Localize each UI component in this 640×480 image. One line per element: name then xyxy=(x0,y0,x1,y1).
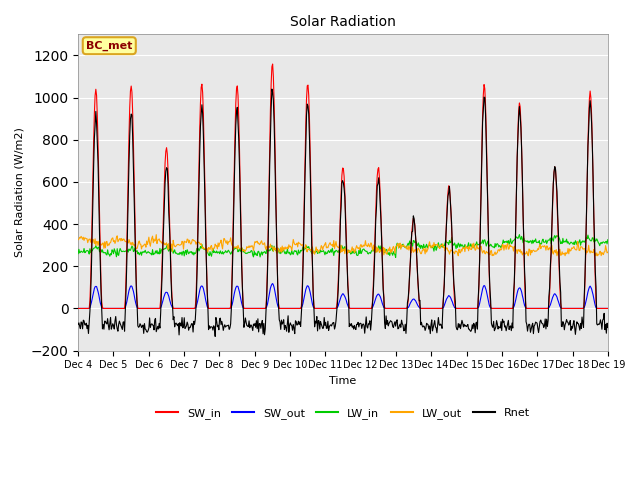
SW_out xyxy=(424,306,431,312)
LW_in xyxy=(516,232,524,238)
SW_out xyxy=(269,281,276,287)
LW_out xyxy=(74,237,82,242)
SW_out xyxy=(138,306,146,312)
LW_out xyxy=(84,240,92,246)
SW_out xyxy=(408,298,416,303)
Legend: SW_in, SW_out, LW_in, LW_out, Rnet: SW_in, SW_out, LW_in, LW_out, Rnet xyxy=(151,404,534,423)
Rnet xyxy=(84,322,92,328)
LW_in xyxy=(408,240,416,246)
LW_out xyxy=(408,248,416,253)
Rnet xyxy=(424,322,432,327)
LW_in xyxy=(192,250,200,255)
Title: Solar Radiation: Solar Radiation xyxy=(290,15,396,29)
LW_in xyxy=(138,249,146,255)
LW_in xyxy=(424,245,431,251)
X-axis label: Time: Time xyxy=(330,376,356,386)
SW_in xyxy=(84,306,92,312)
SW_out xyxy=(74,306,82,312)
Rnet xyxy=(604,324,612,330)
SW_out xyxy=(220,306,228,312)
LW_out xyxy=(221,237,228,242)
LW_out xyxy=(454,253,462,259)
Rnet xyxy=(268,86,276,92)
SW_in xyxy=(424,306,431,312)
Y-axis label: Solar Radiation (W/m2): Solar Radiation (W/m2) xyxy=(15,128,25,257)
Line: LW_out: LW_out xyxy=(78,235,608,256)
SW_out xyxy=(84,306,92,312)
Line: Rnet: Rnet xyxy=(78,89,608,336)
Line: SW_out: SW_out xyxy=(78,284,608,309)
LW_out xyxy=(424,248,431,253)
Text: BC_met: BC_met xyxy=(86,41,132,51)
LW_out xyxy=(138,243,146,249)
Rnet xyxy=(409,228,417,234)
LW_out xyxy=(152,232,160,238)
LW_in xyxy=(220,250,228,255)
Rnet xyxy=(211,334,219,339)
Line: LW_in: LW_in xyxy=(78,235,608,257)
Rnet xyxy=(74,322,82,327)
SW_in xyxy=(408,228,416,234)
SW_in xyxy=(220,306,228,312)
Rnet xyxy=(192,303,200,309)
LW_in xyxy=(604,237,612,242)
LW_out xyxy=(604,250,612,255)
SW_in xyxy=(192,294,200,300)
LW_in xyxy=(74,251,82,256)
SW_in xyxy=(604,306,612,312)
Line: SW_in: SW_in xyxy=(78,64,608,309)
SW_in xyxy=(74,306,82,312)
LW_in xyxy=(392,254,399,260)
SW_in xyxy=(269,61,276,67)
SW_in xyxy=(138,306,146,312)
LW_in xyxy=(84,248,92,253)
SW_out xyxy=(604,306,612,312)
Rnet xyxy=(221,322,228,328)
Rnet xyxy=(138,323,146,329)
SW_out xyxy=(192,304,200,310)
LW_out xyxy=(193,240,200,245)
